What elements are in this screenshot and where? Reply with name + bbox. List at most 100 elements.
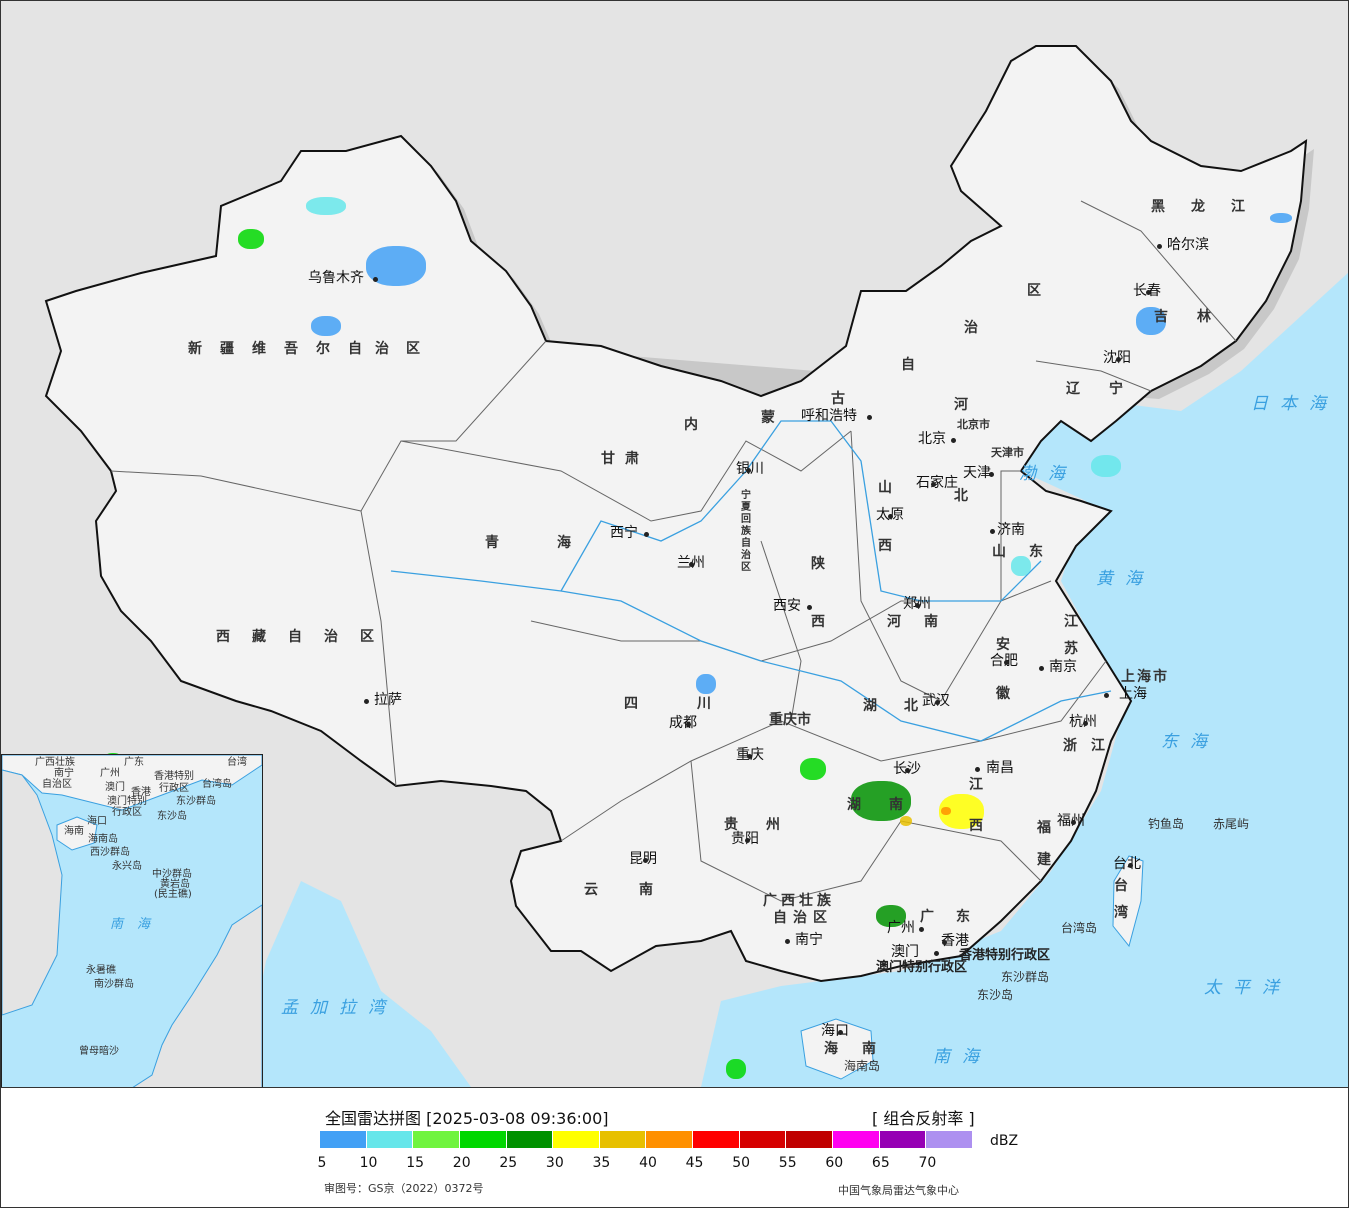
province-char: 西	[969, 818, 983, 834]
city-marker-icon	[643, 858, 648, 863]
inset-label: (民主礁)	[154, 889, 192, 900]
city-label: 台北	[1113, 857, 1141, 871]
province-char: 福	[1037, 820, 1051, 836]
island-label: 海南岛	[844, 1059, 881, 1073]
city-name: 海口	[821, 1023, 849, 1039]
city-name: 天津	[963, 465, 991, 481]
city-marker-icon	[867, 415, 872, 420]
city-label: 澳门	[891, 945, 939, 959]
city-label: 重庆	[736, 748, 764, 762]
province-char: 夏	[741, 502, 751, 513]
province-label: 黑龙江	[1151, 199, 1271, 215]
color-scale-bar	[320, 1131, 972, 1148]
province-char: 西	[811, 614, 825, 630]
city-label: 广州	[887, 920, 924, 936]
tick-label: 15	[406, 1155, 425, 1171]
city-name: 拉萨	[374, 692, 402, 708]
city-label: 银川	[736, 462, 764, 476]
province-char: 苏	[1064, 641, 1078, 657]
rivers	[390, 420, 1112, 742]
province-char: 江	[1064, 614, 1078, 630]
inset-label: 广东	[124, 757, 144, 768]
color-scale-unit: dBZ	[990, 1133, 1019, 1149]
inset-base	[2, 755, 262, 1087]
city-label: 拉萨	[364, 692, 402, 708]
city-label: 郑州	[903, 597, 931, 611]
inset-label: 黄岩岛	[160, 879, 190, 890]
city-label: 杭州	[1069, 715, 1097, 729]
city-name: 北京	[918, 431, 946, 447]
radar-echo	[726, 1059, 746, 1079]
city-marker-icon	[942, 940, 947, 945]
city-marker-icon	[689, 562, 694, 567]
city-name: 西安	[773, 598, 801, 614]
province-char: 甘	[601, 451, 615, 467]
city-label: 武汉	[922, 694, 950, 708]
province-char: 北	[954, 488, 968, 504]
sar-label: 香港特别行政区	[959, 948, 1051, 963]
province-char: 自	[741, 538, 751, 549]
city-label: 太原	[876, 508, 904, 522]
city-name: 广州	[887, 920, 915, 936]
city-marker-icon	[975, 767, 980, 772]
province-char: 自	[348, 341, 362, 357]
tick-label: 35	[592, 1155, 611, 1171]
city-name: 南宁	[795, 932, 823, 948]
color-swatch	[693, 1131, 739, 1148]
radar-map[interactable]: 乌鲁木齐拉萨西宁兰州银川呼和浩特北京天津石家庄太原济南郑州西安成都重庆武汉长沙南…	[1, 1, 1348, 1088]
tick-label: 20	[452, 1155, 471, 1171]
city-name: 哈尔滨	[1167, 237, 1209, 253]
province-label: 重庆市	[769, 712, 811, 728]
inset-label: 台湾	[227, 757, 247, 768]
city-marker-icon	[934, 951, 939, 956]
city-name: 南昌	[986, 760, 1014, 776]
island-label: 钓鱼岛	[1148, 817, 1185, 831]
city-name: 西宁	[610, 525, 638, 541]
city-label: 南昌	[975, 760, 1014, 776]
inset-label: 永兴岛	[112, 861, 142, 872]
province-char: 区	[1027, 283, 1041, 299]
province-label: 北京市	[957, 418, 990, 431]
province-char: 新	[188, 341, 202, 357]
color-swatch	[459, 1131, 506, 1148]
city-label: 海口	[821, 1024, 849, 1038]
city-label: 天津	[963, 465, 994, 481]
province-char: 治	[964, 320, 978, 336]
legend-title: 全国雷达拼图 [2025-03-08 09:36:00]	[325, 1109, 609, 1128]
inset-label: 海口	[87, 816, 107, 827]
tick-label: 40	[639, 1155, 657, 1171]
radar-echo	[941, 807, 951, 815]
tick-label: 30	[545, 1155, 564, 1171]
tick-label: 55	[778, 1155, 797, 1171]
city-marker-icon	[989, 472, 994, 477]
province-char: 古	[831, 391, 845, 407]
sea-label: 孟加拉湾	[281, 998, 397, 1018]
radar-echo	[876, 905, 906, 927]
city-label: 福州	[1057, 814, 1085, 828]
city-name: 呼和浩特	[801, 408, 857, 424]
province-char: 湖	[863, 698, 877, 714]
inset-label: 西沙群岛	[90, 847, 130, 858]
province-char: 自	[901, 357, 915, 373]
province-char: 建	[1037, 852, 1051, 868]
color-swatch	[786, 1131, 833, 1148]
city-marker-icon	[644, 532, 649, 537]
map-approval-number: 审图号：GS京（2022）0372号	[324, 1182, 484, 1195]
province-char: 区	[741, 562, 751, 573]
province-char: 南	[639, 882, 653, 898]
inset-label: 澳门	[105, 782, 125, 793]
province-char: 川	[697, 696, 711, 712]
legend-product: [ 组合反射率 ]	[872, 1109, 975, 1128]
province-char: 南	[862, 1041, 876, 1057]
province-char: 东	[956, 909, 970, 925]
color-swatch	[506, 1131, 553, 1148]
radar-echo	[306, 197, 346, 215]
city-name: 石家庄	[916, 475, 958, 491]
city-label: 呼和浩特	[801, 408, 872, 424]
city-marker-icon	[1083, 721, 1088, 726]
color-swatch	[879, 1131, 926, 1148]
inset-label: 香港特别	[154, 771, 194, 782]
city-label: 合肥	[990, 654, 1018, 668]
city-label: 西宁	[610, 525, 649, 541]
province-char: 南	[924, 614, 938, 630]
